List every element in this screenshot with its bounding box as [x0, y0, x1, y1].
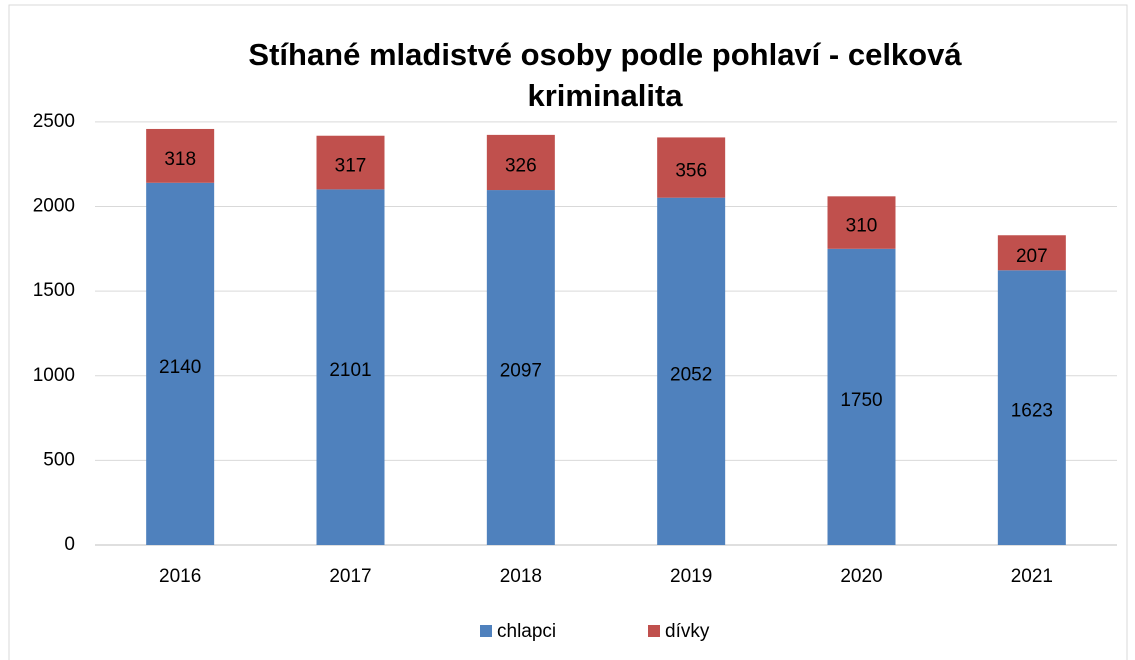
- bar-segment: [486, 134, 555, 191]
- x-tick-label: 2020: [840, 566, 882, 587]
- bar-segment: [997, 270, 1066, 545]
- bar-segment: [146, 128, 215, 183]
- x-tick-label: 2017: [329, 566, 371, 587]
- legend-label: dívky: [665, 621, 710, 642]
- y-tick-label: 1500: [33, 280, 75, 301]
- x-tick-label: 2016: [159, 566, 201, 587]
- x-tick-label: 2021: [1011, 566, 1053, 587]
- bar-segment: [997, 235, 1066, 271]
- legend-swatch: [480, 625, 492, 637]
- data-label: 2097: [500, 361, 542, 382]
- bar-segment: [316, 189, 385, 545]
- bar-segment: [657, 197, 726, 545]
- y-tick-label: 2500: [33, 111, 75, 132]
- data-label: 207: [1016, 246, 1048, 267]
- data-label: 310: [846, 216, 878, 237]
- data-label: 2140: [159, 357, 201, 378]
- data-label: 317: [335, 156, 367, 177]
- data-label: 2052: [670, 364, 712, 385]
- bar-segment: [827, 248, 896, 545]
- legend-label: chlapci: [497, 621, 556, 642]
- data-label: 1750: [840, 390, 882, 411]
- bar-segment: [486, 190, 555, 545]
- y-tick-label: 500: [43, 449, 75, 470]
- data-label: 2101: [329, 360, 371, 381]
- data-label: 318: [164, 149, 196, 170]
- x-tick-label: 2018: [500, 566, 542, 587]
- bar-segment: [827, 196, 896, 249]
- y-tick-label: 2000: [33, 195, 75, 216]
- data-label: 1623: [1011, 401, 1053, 422]
- chart-title: Stíhané mladistvé osoby podle pohlaví - …: [248, 37, 962, 113]
- data-label: 356: [675, 161, 707, 182]
- y-tick-label: 1000: [33, 365, 75, 386]
- bar-segment: [657, 137, 726, 198]
- y-tick-label: 0: [64, 534, 75, 555]
- x-tick-label: 2019: [670, 566, 712, 587]
- legend-swatch: [648, 625, 660, 637]
- bar-segment: [316, 135, 385, 190]
- bar-segment: [146, 182, 215, 545]
- data-label: 326: [505, 155, 537, 176]
